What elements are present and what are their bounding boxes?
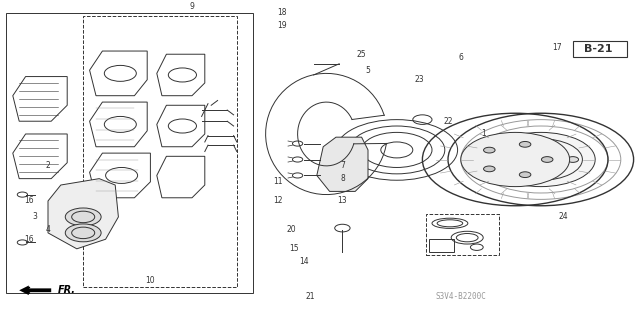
Bar [426,214,499,255]
Bar [6,13,253,293]
Circle shape [567,157,579,162]
Circle shape [545,141,556,147]
Text: 1: 1 [481,130,486,138]
Text: FR.: FR. [58,285,76,295]
Text: 8: 8 [340,174,345,183]
Text: 10: 10 [145,276,156,285]
Text: 12: 12 [274,197,283,205]
Text: 15: 15 [289,244,300,253]
Circle shape [486,132,595,187]
Polygon shape [19,286,51,295]
Text: 11: 11 [274,177,283,186]
Polygon shape [48,179,118,249]
Circle shape [509,166,521,172]
Text: 19: 19 [276,21,287,30]
Circle shape [545,172,556,178]
Bar [573,41,627,57]
Text: 22: 22 [444,117,452,126]
Text: 5: 5 [365,66,371,75]
Text: 25: 25 [356,50,367,59]
Text: 4: 4 [45,225,51,234]
Text: 2: 2 [45,161,51,170]
Text: B-21: B-21 [584,44,612,55]
Circle shape [484,147,495,153]
Text: 16: 16 [24,235,34,244]
Circle shape [461,132,570,187]
Text: 7: 7 [340,161,345,170]
Circle shape [519,141,531,147]
Circle shape [519,172,531,178]
Circle shape [509,147,521,153]
Text: 18: 18 [277,8,286,17]
Text: 3: 3 [33,212,38,221]
Circle shape [65,208,101,226]
Text: 20: 20 [286,225,296,234]
Text: 23: 23 [414,75,424,84]
Text: 13: 13 [337,197,348,205]
Text: 21: 21 [306,292,315,301]
Text: 24: 24 [558,212,568,221]
Text: 9: 9 [189,2,195,11]
Bar [429,239,454,252]
Circle shape [484,166,495,172]
Circle shape [65,224,101,242]
Text: S3V4-B2200C: S3V4-B2200C [435,292,486,301]
Polygon shape [317,137,368,191]
Text: 17: 17 [552,43,562,52]
Text: 6: 6 [458,53,463,62]
Text: 14: 14 [299,257,309,266]
Bar [83,16,237,287]
Text: 16: 16 [24,197,34,205]
Circle shape [541,157,553,162]
